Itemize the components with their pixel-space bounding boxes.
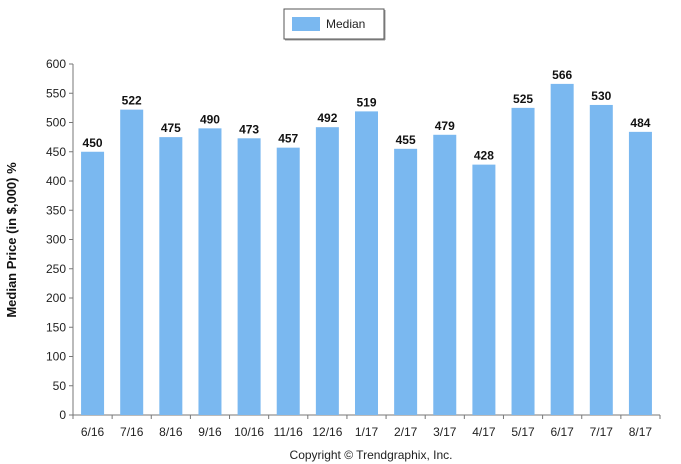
- bar: [472, 164, 496, 415]
- bar: [315, 127, 339, 416]
- y-tick-label: 200: [46, 291, 66, 305]
- x-tick-label: 12/16: [312, 425, 342, 439]
- bar: [159, 137, 183, 415]
- data-label: 428: [474, 149, 494, 163]
- bar: [120, 109, 144, 415]
- y-tick-label: 250: [46, 262, 66, 276]
- x-tick-label: 1/17: [355, 425, 379, 439]
- x-tick-label: 4/17: [472, 425, 496, 439]
- bar: [198, 128, 222, 415]
- bar: [589, 104, 613, 415]
- bar: [394, 148, 418, 415]
- x-tick-label: 8/16: [159, 425, 183, 439]
- copyright-text: Copyright © Trendgraphix, Inc.: [290, 448, 453, 462]
- data-label: 457: [278, 132, 298, 146]
- y-tick-label: 300: [46, 233, 66, 247]
- data-label: 455: [396, 133, 416, 147]
- bar: [276, 147, 300, 415]
- x-tick-label: 7/17: [590, 425, 614, 439]
- y-tick-label: 600: [46, 57, 66, 71]
- y-tick-label: 50: [53, 379, 67, 393]
- data-label: 475: [161, 121, 181, 135]
- x-tick-label: 9/16: [198, 425, 222, 439]
- data-label: 519: [356, 95, 376, 109]
- legend-label: Median: [326, 17, 365, 31]
- y-tick-label: 400: [46, 174, 66, 188]
- data-label: 473: [239, 122, 259, 136]
- data-label: 450: [83, 136, 103, 150]
- x-tick-label: 10/16: [234, 425, 264, 439]
- y-tick-label: 450: [46, 145, 66, 159]
- y-tick-label: 0: [59, 408, 66, 422]
- y-tick-label: 500: [46, 116, 66, 130]
- y-axis-label: Median Price (in $,000) %: [4, 162, 19, 318]
- y-tick-label: 100: [46, 350, 66, 364]
- data-label: 492: [317, 111, 337, 125]
- bar: [550, 83, 574, 415]
- bar: [433, 134, 457, 415]
- data-label: 484: [630, 116, 650, 130]
- data-label: 530: [591, 89, 611, 103]
- y-tick-label: 350: [46, 203, 66, 217]
- y-tick-label: 150: [46, 320, 66, 334]
- bar: [628, 131, 652, 416]
- x-tick-label: 11/16: [274, 425, 303, 439]
- bar: [511, 107, 535, 415]
- bar: [81, 151, 105, 415]
- x-tick-label: 5/17: [511, 425, 535, 439]
- data-label: 479: [435, 119, 455, 133]
- data-label: 566: [552, 68, 572, 82]
- legend: Median: [283, 8, 386, 41]
- plot-area: 0 50 100 150 200 250 300 350 400 450 500 550 600 450 6…: [46, 57, 661, 439]
- data-label: 490: [200, 112, 220, 126]
- y-tick-label: 550: [46, 86, 66, 100]
- data-label: 522: [122, 94, 142, 108]
- bar: [237, 138, 261, 416]
- x-tick-label: 3/17: [433, 425, 457, 439]
- x-tick-label: 8/17: [629, 425, 653, 439]
- x-tick-label: 6/16: [81, 425, 105, 439]
- legend-swatch: [292, 17, 320, 31]
- x-tick-label: 7/16: [120, 425, 144, 439]
- x-tick-label: 6/17: [550, 425, 574, 439]
- data-label: 525: [513, 92, 533, 106]
- bar: [355, 111, 378, 415]
- x-tick-label: 2/17: [394, 425, 418, 439]
